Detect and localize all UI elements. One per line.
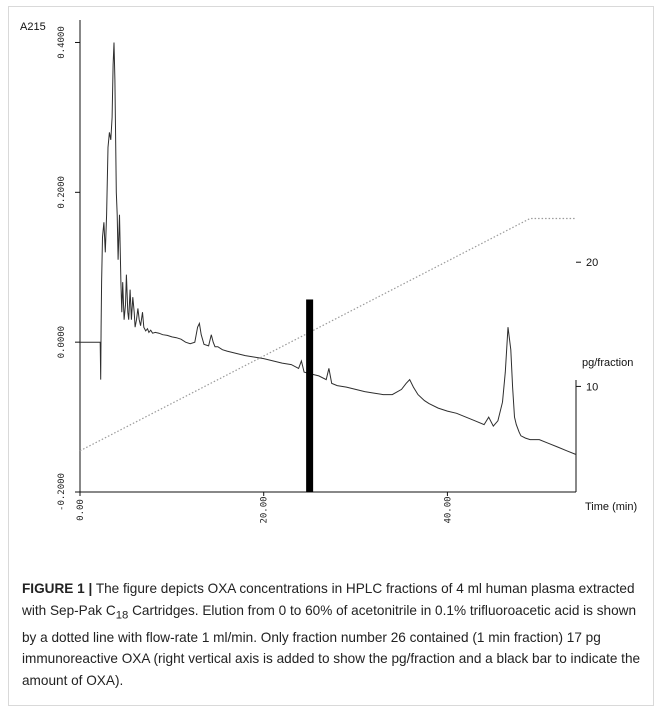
gradient-dotted-line (79, 217, 576, 452)
x-tick-label: 0.00 (76, 499, 86, 521)
x-tick-label: 20.00 (260, 496, 270, 523)
y-right-tick-label: 10 (586, 381, 598, 393)
figure-caption: FIGURE 1 | The figure depicts OXA concen… (22, 578, 642, 691)
chromatogram-chart: -0.2000 0.0000 0.2000 0.4000 0.00 20.00 40.00 1… (20, 20, 637, 524)
caption-text-2: Cartridges. Elution from 0 to 60% of ace… (22, 602, 641, 688)
figure-frame (8, 6, 654, 706)
y-tick-label: 0.2000 (57, 176, 67, 209)
y-tick-label: 0.4000 (57, 26, 67, 59)
x-axis-title: Time (min) (585, 501, 637, 513)
caption-label: FIGURE 1 | (22, 581, 93, 596)
y-tick-label: -0.2000 (57, 473, 67, 511)
caption-text-1: The figure depicts OXA concentrations in… (22, 581, 635, 618)
chart-labels: -0.2000 0.0000 0.2000 0.4000 0.00 20.00 40.00 1… (20, 21, 637, 524)
x-tick-label: 40.00 (443, 496, 453, 523)
absorbance-trace (80, 42, 577, 455)
y-tick-label: 0.0000 (57, 326, 67, 359)
y-right-tick-label: 20 (586, 257, 598, 269)
y-right-axis-title: pg/fraction (582, 357, 633, 369)
chart-marks (79, 42, 577, 492)
y-axis-title: A215 (20, 21, 46, 33)
caption-subscript: 18 (115, 609, 129, 622)
oxa-bar (306, 299, 314, 492)
axes (75, 20, 581, 496)
